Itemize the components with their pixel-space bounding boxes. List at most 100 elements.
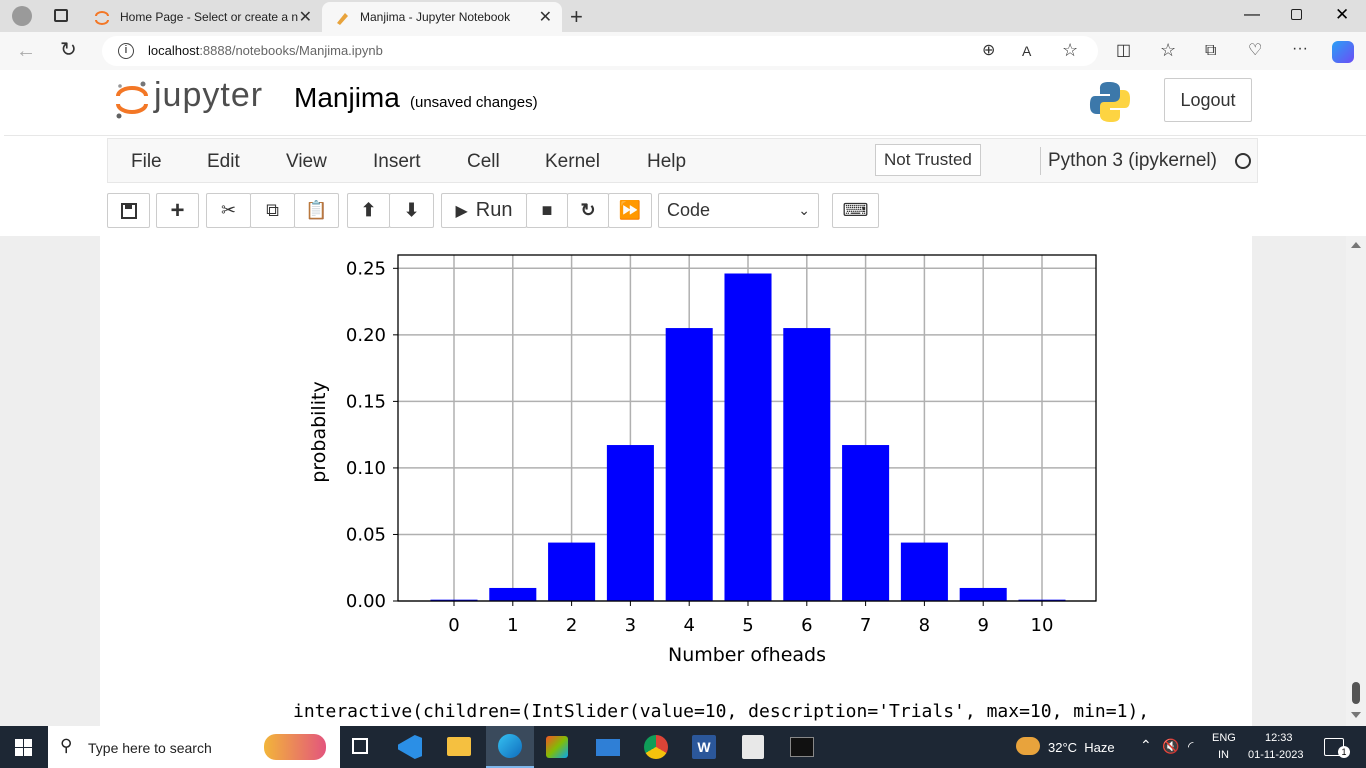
x-tick-label: 4 [683, 615, 694, 636]
zoom-icon[interactable]: ⊕ [982, 42, 996, 59]
scroll-thumb[interactable] [1352, 682, 1360, 704]
not-trusted-button[interactable]: Not Trusted [875, 144, 981, 176]
logout-button[interactable]: Logout [1164, 78, 1252, 122]
run-all-icon[interactable]: ⏩ [608, 193, 652, 228]
profile-icon[interactable] [12, 6, 32, 26]
move-down-icon[interactable]: ⬇ [389, 193, 434, 228]
menu-file[interactable]: File [131, 151, 162, 172]
refresh-icon[interactable]: ↻ [60, 39, 77, 61]
taskbar-search-box[interactable]: ⚲ Type here to search [48, 726, 340, 768]
edge-icon[interactable] [486, 726, 534, 768]
paste-icon[interactable]: 📋 [294, 193, 339, 228]
binomial-bar-chart: 0.00 0.05 0.10 0.15 0.20 0.25 0 1 2 3 4 5 6 7 8 9 10 Nu… [308, 254, 1097, 666]
back-icon[interactable]: ← [16, 40, 36, 62]
scroll-up-icon[interactable] [1351, 242, 1361, 248]
x-tick-label: 6 [801, 615, 812, 636]
address-bar-row: ← ↻ i localhost:8888/notebooks/Manjima.i… [0, 32, 1366, 70]
interactive-widget-output: interactive(children=(IntSlider(value=10… [293, 701, 1150, 722]
menu-edit[interactable]: Edit [207, 151, 240, 172]
python-logo-icon [1090, 82, 1130, 122]
interrupt-icon[interactable]: ■ [526, 193, 568, 228]
vscode-icon[interactable] [398, 735, 422, 759]
search-placeholder: Type here to search [88, 740, 212, 756]
favorite-star-icon[interactable]: ☆ [1062, 40, 1079, 60]
bar-7 [842, 445, 890, 601]
more-options-icon[interactable]: ··· [1292, 40, 1308, 57]
kernel-status-icon [1235, 153, 1251, 169]
save-icon[interactable] [107, 193, 150, 228]
run-icon: ▶ [455, 202, 468, 220]
scroll-down-icon[interactable] [1351, 712, 1361, 718]
wifi-icon[interactable]: ◜ [1188, 738, 1194, 754]
clock-date[interactable]: 01-11-2023 [1248, 749, 1304, 761]
menu-kernel[interactable]: Kernel [545, 151, 600, 172]
mail-icon[interactable] [596, 739, 620, 756]
menu-view[interactable]: View [286, 151, 327, 172]
x-tick-label: 3 [625, 615, 636, 636]
x-tick-label: 8 [919, 615, 930, 636]
restart-icon[interactable]: ↻ [567, 193, 609, 228]
store-icon[interactable] [546, 736, 568, 758]
close-tab-icon[interactable]: ✕ [538, 9, 552, 26]
minimize-icon[interactable]: — [1244, 6, 1260, 23]
restore-icon[interactable] [1291, 9, 1302, 20]
keyboard-shortcuts-icon[interactable]: ⌨ [832, 193, 879, 228]
site-info-icon[interactable]: i [118, 43, 134, 59]
cut-icon[interactable]: ✂ [206, 193, 251, 228]
tab-actions-icon[interactable] [54, 9, 68, 22]
bar-4 [665, 328, 713, 601]
search-highlight-icon [264, 734, 326, 760]
url-field[interactable]: i localhost:8888/notebooks/Manjima.ipynb… [102, 36, 1098, 66]
notepad-icon[interactable] [742, 735, 764, 759]
run-button[interactable]: ▶ Run [441, 193, 527, 228]
windows-start-icon[interactable] [15, 739, 32, 756]
tray-chevron-icon[interactable]: ⌃ [1140, 737, 1152, 753]
kernel-name[interactable]: Python 3 (ipykernel) [1048, 150, 1217, 171]
menu-insert[interactable]: Insert [373, 151, 421, 172]
copilot-icon[interactable] [1332, 41, 1354, 63]
close-window-icon[interactable]: ✕ [1335, 5, 1350, 24]
y-axis-label: probability [308, 381, 330, 482]
collections-icon[interactable]: ⧉ [1205, 42, 1217, 59]
run-label: Run [475, 199, 513, 221]
browser-essentials-icon[interactable]: ♡ [1248, 42, 1263, 59]
chevron-down-icon: ⌄ [798, 202, 810, 218]
y-tick-label: 0.05 [346, 524, 386, 545]
clock-time[interactable]: 12:33 [1265, 732, 1293, 744]
terminal-icon[interactable] [790, 737, 814, 757]
tab-manjima[interactable]: Manjima - Jupyter Notebook ✕ [322, 2, 562, 32]
read-aloud-icon[interactable]: A [1022, 43, 1032, 59]
bar-3 [606, 445, 654, 601]
menu-help[interactable]: Help [647, 151, 687, 172]
notebook-name[interactable]: Manjima [294, 82, 400, 113]
weather-text[interactable]: 32°C Haze [1048, 740, 1115, 755]
output-cell: 0.00 0.05 0.10 0.15 0.20 0.25 0 1 2 3 4 5 6 7 8 9 10 Nu… [100, 236, 1252, 726]
add-cell-icon[interactable]: + [156, 193, 199, 228]
chrome-icon[interactable] [644, 735, 668, 759]
volume-icon[interactable]: 🔇 [1162, 738, 1180, 754]
move-up-icon[interactable]: ⬆ [347, 193, 390, 228]
jupyter-logo-icon[interactable] [112, 78, 152, 122]
vertical-scrollbar[interactable] [1346, 236, 1366, 726]
copy-icon[interactable]: ⧉ [250, 193, 295, 228]
new-tab-icon[interactable]: + [570, 4, 583, 29]
tab-title: Manjima - Jupyter Notebook [360, 10, 511, 24]
edge-logo-icon [498, 734, 522, 758]
menu-cell[interactable]: Cell [467, 151, 500, 172]
close-tab-icon[interactable]: ✕ [298, 9, 312, 26]
y-tick-label: 0.25 [346, 258, 386, 279]
file-explorer-icon[interactable] [447, 737, 471, 756]
split-screen-icon[interactable]: ◫ [1116, 42, 1132, 59]
tab-home-page[interactable]: Home Page - Select or create a n ✕ [82, 2, 322, 32]
language-bottom[interactable]: IN [1218, 749, 1229, 761]
task-view-icon[interactable] [352, 738, 368, 754]
favorites-icon[interactable]: ☆ [1160, 40, 1177, 60]
y-tick-label: 0.00 [346, 591, 386, 612]
cell-type-select[interactable]: Code ⌄ [658, 193, 819, 228]
jupyter-favicon-icon [95, 11, 109, 25]
word-icon[interactable]: W [692, 735, 716, 759]
language-top[interactable]: ENG [1212, 732, 1236, 744]
windows-taskbar: ⚲ Type here to search W 32°C Haze ⌃ 🔇 ◜ … [0, 726, 1366, 768]
plot-frame [397, 254, 1097, 602]
notebook-favicon-icon [337, 13, 348, 25]
